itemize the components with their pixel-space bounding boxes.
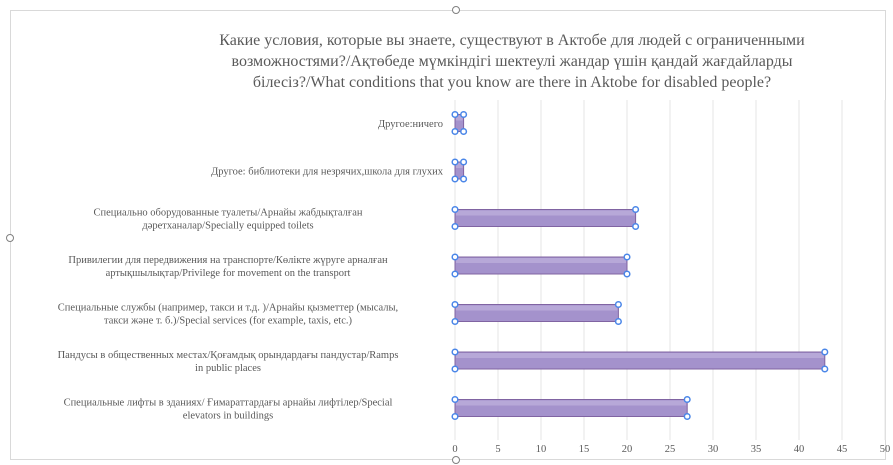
bar-handle[interactable] <box>451 175 459 183</box>
bar-handle[interactable] <box>451 348 459 356</box>
bar-handle[interactable] <box>451 300 459 309</box>
bar-handle[interactable] <box>451 205 459 214</box>
bar-handle[interactable] <box>821 348 829 356</box>
bar-handle[interactable] <box>451 158 459 166</box>
bar-handle[interactable] <box>451 127 459 136</box>
category-label: in public places <box>195 363 261 374</box>
x-tick-label: 10 <box>536 444 547 455</box>
category-label: Пандусы в общественных местах/Қоғамдық о… <box>58 350 399 361</box>
bar-handle[interactable] <box>451 412 459 421</box>
x-tick-label: 45 <box>837 444 848 455</box>
bar-handle[interactable] <box>460 175 468 183</box>
bar-highlight <box>456 163 463 168</box>
bar-handle[interactable] <box>632 222 640 231</box>
bar-handle[interactable] <box>632 205 640 214</box>
bar-handle[interactable] <box>451 270 459 278</box>
bar-highlight <box>456 305 618 311</box>
x-tick-label: 0 <box>452 444 457 455</box>
resize-handle[interactable] <box>6 234 14 242</box>
bar-highlight <box>456 258 626 263</box>
bar-handle[interactable] <box>451 110 459 119</box>
bar[interactable] <box>454 114 465 132</box>
x-axis-ticks: 0 5 10 15 20 25 30 35 40 45 50 <box>452 444 890 455</box>
bar-handle[interactable] <box>623 270 631 278</box>
x-tick-label: 20 <box>622 444 633 455</box>
category-label: Специальные службы (например, такси и т.… <box>58 303 398 314</box>
bar-handle[interactable] <box>614 317 622 326</box>
bar-handle[interactable] <box>460 158 468 166</box>
bar-handle[interactable] <box>451 253 459 261</box>
category-label: дәретханалар/Specially equipped toilets <box>142 221 313 232</box>
bar[interactable] <box>454 161 465 180</box>
bar-handle[interactable] <box>451 365 459 373</box>
category-label: Специально оборудованные туалеты/Арнайы … <box>94 208 363 219</box>
bar-handle[interactable] <box>451 317 459 326</box>
category-label: Привилегии для передвижения на транспорт… <box>68 255 388 266</box>
chart-title-line: Какие условия, которые вы знаете, сущест… <box>219 32 805 49</box>
bar-highlight <box>456 353 824 358</box>
chart-title: Какие условия, которые вы знаете, сущест… <box>219 32 805 91</box>
bar-handle[interactable] <box>451 395 459 404</box>
category-label: артықшылықтар/Privilege for movement on … <box>106 268 351 279</box>
x-tick-label: 30 <box>708 444 719 455</box>
category-label: Специальные лифты в зданиях/ Ғимараттард… <box>64 398 393 409</box>
bars[interactable] <box>451 110 829 421</box>
bar-highlight <box>456 400 687 406</box>
bar-handle[interactable] <box>683 412 691 421</box>
category-labels: Другое:ничего Другое: библиотеки для незр… <box>58 119 444 422</box>
chart-title-line: білесіз?/What conditions that you know a… <box>253 74 771 91</box>
bar-highlight <box>456 115 463 121</box>
x-tick-label: 15 <box>579 444 590 455</box>
resize-handle[interactable] <box>452 456 460 464</box>
bar-handle[interactable] <box>460 127 468 136</box>
category-label: Другое: библиотеки для незрячих,школа дл… <box>211 167 444 178</box>
category-label: такси және т. б.)/Special services (for … <box>104 316 352 327</box>
gridlines <box>454 100 886 440</box>
x-tick-label: 25 <box>665 444 676 455</box>
x-tick-label: 50 <box>880 444 891 455</box>
frame-handles[interactable] <box>6 6 460 464</box>
bar-highlight <box>456 210 635 216</box>
bar-handle[interactable] <box>623 253 631 261</box>
bar-handle[interactable] <box>614 300 622 309</box>
bar-handle[interactable] <box>821 365 829 373</box>
bar-handle[interactable] <box>683 395 691 404</box>
resize-handle[interactable] <box>452 6 460 14</box>
x-tick-label: 35 <box>751 444 762 455</box>
x-tick-label: 5 <box>495 444 500 455</box>
bar-handle[interactable] <box>460 110 468 119</box>
chart-title-line: возможностями?/Ақтөбеде мүмкіндігі шекте… <box>232 53 793 70</box>
bar-handle[interactable] <box>451 222 459 231</box>
category-label: elevators in buildings <box>183 411 273 422</box>
x-tick-label: 40 <box>794 444 805 455</box>
category-label: Другое:ничего <box>378 119 443 130</box>
